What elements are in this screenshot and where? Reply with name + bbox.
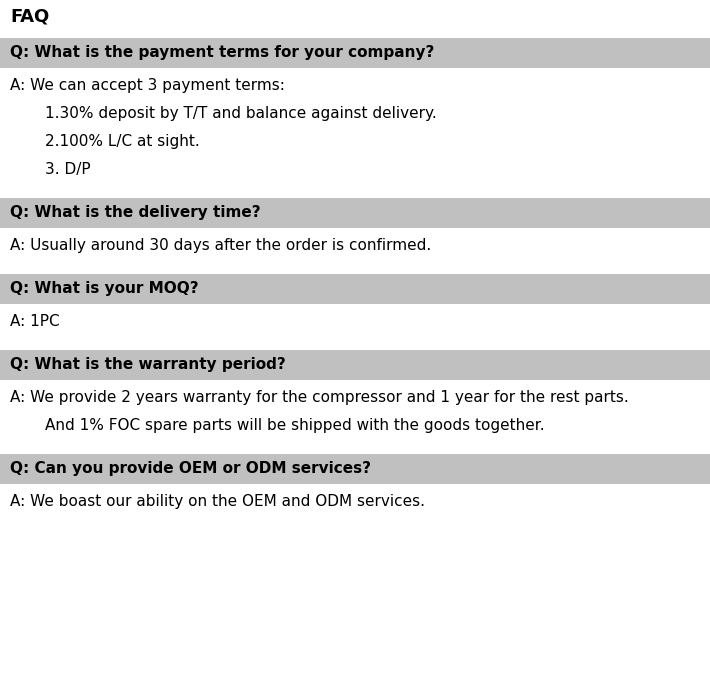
Text: Q: What is the warranty period?: Q: What is the warranty period? (10, 357, 285, 372)
Text: A: We can accept 3 payment terms:: A: We can accept 3 payment terms: (10, 78, 285, 93)
Text: A: Usually around 30 days after the order is confirmed.: A: Usually around 30 days after the orde… (10, 238, 431, 253)
Text: And 1% FOC spare parts will be shipped with the goods together.: And 1% FOC spare parts will be shipped w… (45, 418, 545, 433)
Bar (0, 38, 710, 68)
Text: A: 1PC: A: 1PC (10, 314, 60, 329)
Text: FAQ: FAQ (10, 8, 49, 26)
Text: 3. D/P: 3. D/P (45, 162, 91, 177)
Bar (0, 454, 710, 484)
Bar (0, 198, 710, 228)
Text: Q: Can you provide OEM or ODM services?: Q: Can you provide OEM or ODM services? (10, 462, 371, 477)
Bar (0, 350, 710, 380)
Text: Q: What is the payment terms for your company?: Q: What is the payment terms for your co… (10, 45, 435, 60)
Bar (0, 274, 710, 304)
Text: 1.30% deposit by T/T and balance against delivery.: 1.30% deposit by T/T and balance against… (45, 106, 437, 121)
Text: Q: What is your MOQ?: Q: What is your MOQ? (10, 282, 199, 297)
Text: A: We boast our ability on the OEM and ODM services.: A: We boast our ability on the OEM and O… (10, 494, 425, 509)
Text: A: We provide 2 years warranty for the compressor and 1 year for the rest parts.: A: We provide 2 years warranty for the c… (10, 390, 629, 405)
Text: Q: What is the delivery time?: Q: What is the delivery time? (10, 206, 261, 221)
Text: 2.100% L/C at sight.: 2.100% L/C at sight. (45, 134, 200, 149)
